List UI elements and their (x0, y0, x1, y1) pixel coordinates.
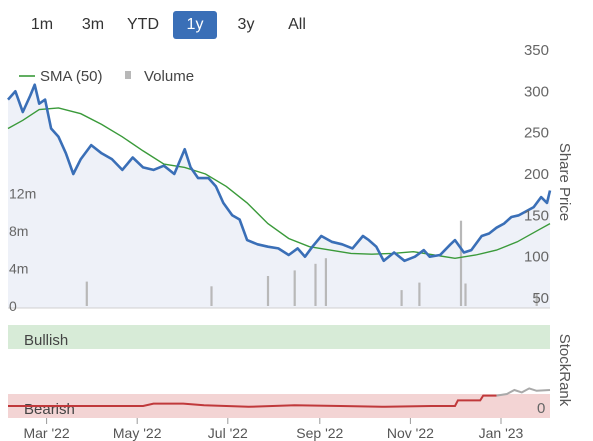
volume-tick-label: 0 (9, 298, 17, 314)
volume-bar (418, 282, 421, 306)
volume-axis-ticks: 0 4m 8m 12m (9, 186, 36, 315)
price-tick-label: 350 (524, 42, 549, 59)
volume-bar (85, 281, 88, 306)
x-tick-label: Mar '22 (23, 425, 69, 441)
stockrank-line (8, 394, 497, 408)
x-tick-label: Jul '22 (208, 425, 248, 441)
stockrank-panel: Bullish Bearish 0 StockRank (8, 325, 573, 418)
stockrank-line-recent (496, 387, 551, 397)
x-tick-label: Jan '23 (479, 425, 524, 441)
volume-bar (324, 258, 327, 306)
range-selector: 1m 3m YTD 1y 3y All (0, 0, 593, 46)
bullish-zone-label: Bullish (24, 332, 68, 349)
range-button-all[interactable]: All (288, 16, 306, 33)
price-tick-label: 250 (524, 125, 549, 142)
legend: SMA (50) Volume (19, 68, 194, 85)
price-axis-title: Share Price (556, 143, 573, 221)
x-tick-label: Sep '22 (296, 425, 343, 441)
volume-tick-label: 8m (9, 223, 28, 239)
price-tick-label: 200 (524, 166, 549, 183)
range-button-3y[interactable]: 3y (237, 16, 255, 33)
volume-bar (266, 276, 270, 306)
stockrank-tick-0: 0 (537, 400, 545, 417)
legend-volume-label: Volume (144, 68, 194, 85)
volume-bar (210, 286, 213, 306)
bearish-zone-label: Bearish (24, 401, 75, 418)
volume-bars (85, 220, 538, 306)
x-tick-label: Nov '22 (387, 425, 434, 441)
price-axis-ticks: 50 100 150 200 250 300 350 (524, 42, 549, 307)
range-button-ytd[interactable]: YTD (127, 16, 159, 33)
volume-bar (293, 270, 296, 306)
price-tick-label: 100 (524, 249, 549, 266)
volume-bar (535, 293, 538, 306)
stockrank-axis-title: StockRank (556, 334, 573, 407)
volume-bar (400, 290, 403, 306)
range-button-1y[interactable]: 1y (173, 11, 217, 39)
price-tick-label: 300 (524, 83, 549, 100)
price-panel: 50 100 150 200 250 300 350 0 4m 8m 12m Share Pric… (7, 40, 573, 315)
legend-sma-label: SMA (50) (40, 68, 103, 85)
price-tick-label: 150 (524, 207, 549, 224)
sma-line (7, 107, 551, 260)
volume-bar (314, 263, 317, 306)
x-tick-label: May '22 (113, 425, 162, 441)
volume-tick-label: 4m (9, 261, 28, 277)
range-button-3m[interactable]: 3m (81, 16, 105, 33)
volume-tick-label: 12m (9, 186, 36, 202)
price-tick-label: 50 (532, 290, 549, 307)
price-area (8, 84, 550, 308)
bullish-zone (8, 325, 550, 349)
range-button-1m[interactable]: 1m (30, 16, 54, 33)
volume-bar (464, 283, 467, 306)
legend-volume-swatch (125, 71, 131, 79)
volume-bar (459, 220, 463, 306)
price-line (7, 83, 552, 263)
x-axis-ticks: Mar '22 May '22 Jul '22 Sep '22 Nov '22 Jan '… (23, 418, 524, 441)
